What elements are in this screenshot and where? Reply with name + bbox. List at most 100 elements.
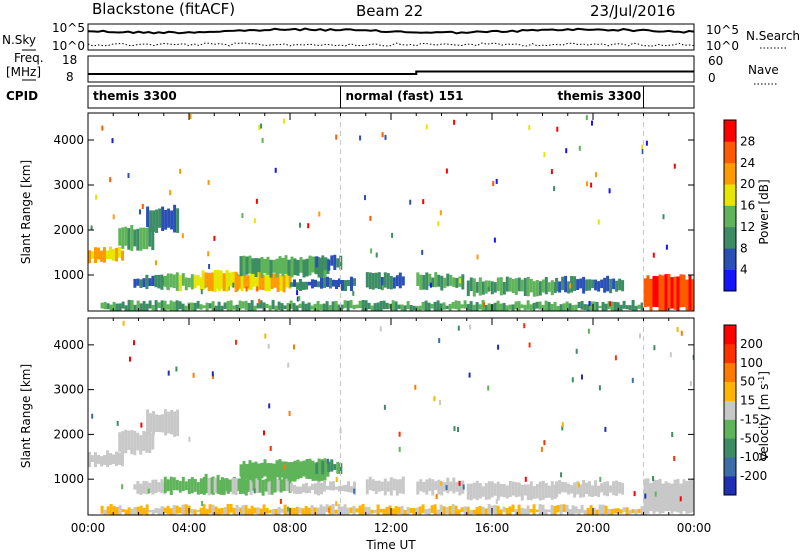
- echo-cell: [493, 505, 497, 515]
- echo-speck: [421, 249, 424, 255]
- echo-cell: [682, 479, 686, 512]
- echo-cell: [167, 411, 171, 434]
- echo-cell: [166, 505, 170, 515]
- echo-region: [146, 409, 180, 437]
- echo-cell: [541, 504, 545, 515]
- echo-speck: [189, 114, 192, 119]
- y-tick-label: 1000: [53, 268, 84, 282]
- echo-speck: [422, 199, 425, 205]
- echo-cell: [258, 270, 262, 290]
- echo-cell: [241, 301, 245, 309]
- echo-cell: [415, 507, 419, 514]
- echo-region: [466, 480, 557, 501]
- echo-cell: [207, 272, 211, 292]
- echo-cell: [216, 269, 220, 289]
- echo-cell: [679, 274, 683, 308]
- echo-cell: [106, 303, 110, 310]
- echo-speck: [439, 400, 441, 406]
- echo-cell: [276, 478, 280, 492]
- nsky-trace: [87, 27, 695, 35]
- echo-cell: [600, 483, 604, 493]
- echo-cell: [91, 251, 94, 259]
- echo-cell: [571, 305, 575, 311]
- echo-cell: [523, 304, 527, 311]
- echo-cell: [181, 303, 185, 311]
- echo-cell: [463, 300, 467, 309]
- echo-cell: [103, 302, 107, 310]
- echo-cell: [214, 305, 218, 311]
- echo-cell: [272, 463, 276, 479]
- echo-cell: [253, 507, 257, 514]
- y-tick-label: 2000: [53, 427, 84, 441]
- echo-cell: [365, 272, 369, 288]
- echo-cell: [193, 274, 197, 289]
- echo-cell: [282, 475, 286, 492]
- echo-speck: [308, 509, 311, 515]
- echo-cell: [461, 274, 465, 290]
- cpid-label: CPID: [6, 89, 38, 103]
- echo-cell: [136, 506, 140, 515]
- echo-region: [290, 276, 356, 292]
- echo-cell: [285, 271, 289, 288]
- echo-cell: [308, 458, 312, 479]
- echo-cell: [406, 507, 410, 515]
- echo-cell: [299, 279, 302, 291]
- echo-cell: [475, 507, 479, 515]
- echo-cell: [449, 274, 453, 286]
- echo-cell: [455, 277, 459, 288]
- echo-speck: [653, 345, 656, 351]
- echo-cell: [649, 482, 653, 512]
- echo-cell: [240, 270, 244, 292]
- echo-cell: [160, 479, 164, 494]
- echo-cell: [580, 301, 584, 310]
- echo-cell: [296, 486, 299, 495]
- echo-speck: [429, 282, 432, 288]
- echo-cell: [401, 276, 405, 286]
- colorbar-swatch: [724, 120, 736, 142]
- echo-cell: [588, 279, 592, 291]
- echo-cell: [550, 304, 554, 311]
- echo-speck: [468, 372, 471, 378]
- echo-cell: [253, 305, 257, 311]
- echo-cell: [347, 481, 350, 493]
- echo-cell: [151, 432, 155, 450]
- echo-speck: [679, 496, 682, 502]
- echo-cell: [598, 504, 602, 515]
- echo-cell: [597, 485, 601, 497]
- echo-cell: [517, 504, 521, 515]
- echo-speck: [540, 446, 543, 452]
- colorbar-swatch: [724, 141, 736, 164]
- echo-cell: [395, 275, 399, 287]
- echo-cell: [220, 305, 224, 311]
- echo-cell: [544, 300, 548, 311]
- echo-cell: [592, 507, 596, 515]
- echo-cell: [97, 454, 100, 464]
- echo-cell: [458, 481, 462, 496]
- echo-cell: [275, 258, 279, 278]
- echo-cell: [127, 430, 131, 450]
- echo-cell: [591, 485, 595, 497]
- echo-cell: [553, 505, 557, 515]
- echo-cell: [145, 481, 149, 495]
- echo-cell: [329, 481, 332, 491]
- echo-cell: [193, 479, 197, 492]
- echo-cell: [225, 478, 229, 491]
- echo-cell: [115, 303, 119, 311]
- echo-cell: [211, 504, 215, 515]
- echo-cell: [562, 303, 566, 311]
- echo-cell: [511, 481, 515, 496]
- echo-cell: [130, 225, 134, 251]
- colorbar-tick-label: 50: [740, 375, 755, 389]
- echo-cell: [595, 301, 599, 311]
- echo-speck: [212, 374, 214, 380]
- echo-cell: [229, 300, 233, 311]
- echo-speck: [133, 340, 135, 346]
- echo-cell: [364, 506, 368, 515]
- echo-cell: [505, 508, 509, 515]
- echo-cell: [331, 301, 335, 311]
- echo-speck: [213, 235, 216, 241]
- echo-cell: [148, 300, 152, 309]
- echo-cell: [619, 509, 623, 514]
- echo-region: [100, 504, 644, 515]
- echo-cell: [367, 507, 371, 515]
